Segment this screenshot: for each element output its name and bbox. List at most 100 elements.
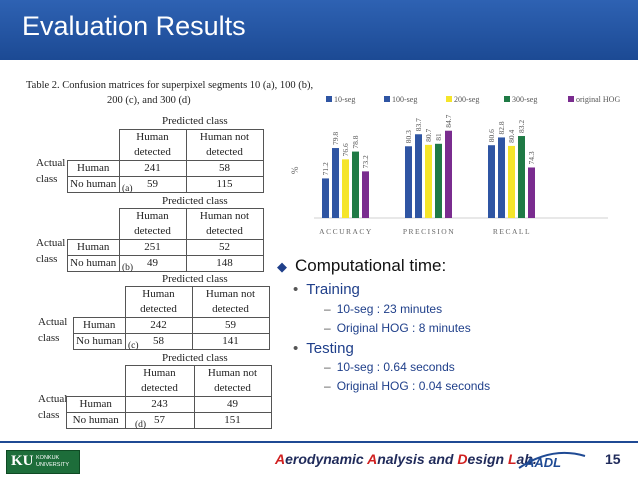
title-bar: Evaluation Results bbox=[0, 0, 638, 60]
lab-word: esign bbox=[467, 451, 508, 467]
col-header-human: Human bbox=[118, 129, 187, 145]
actual-class-label: Actual class bbox=[36, 155, 65, 187]
row-header-human: Human bbox=[66, 396, 126, 413]
predicted-class-label: Predicted class bbox=[162, 115, 228, 127]
konkuk-university-logo: KU KONKUK UNIVERSITY bbox=[6, 450, 80, 474]
bar-value-label: 81 bbox=[434, 133, 443, 141]
legend-swatch bbox=[504, 96, 510, 102]
bullet-testing: • Testing bbox=[293, 340, 354, 357]
cell-value: 148 bbox=[185, 255, 264, 272]
lab-word: erodynamic bbox=[285, 451, 368, 467]
dash-bullet-icon: – bbox=[324, 379, 331, 393]
category-label: ACCURACY bbox=[319, 227, 373, 236]
col-header-detected: detected bbox=[185, 145, 264, 161]
cell-value: 241 bbox=[118, 160, 187, 177]
bar bbox=[342, 159, 349, 218]
bar-value-label: 80.3 bbox=[404, 130, 413, 143]
bullet-training-item: – Original HOG : 8 minutes bbox=[324, 321, 471, 335]
actual-class-label: Actual class bbox=[36, 235, 65, 267]
aadl-logo-text: AADL bbox=[524, 455, 561, 470]
class-word: class bbox=[38, 409, 60, 421]
evaluation-bar-chart: 10-seg 100-seg 200-seg 300-seg original HOG%… bbox=[290, 95, 620, 236]
bar bbox=[508, 145, 515, 218]
bullet-training: • Training bbox=[293, 281, 360, 298]
aadl-logo: AADL bbox=[518, 451, 586, 470]
cell-value: 57 bbox=[124, 412, 195, 429]
actual-word: Actual bbox=[36, 157, 66, 169]
legend-label: 10-seg bbox=[334, 95, 355, 104]
bullet-computational-time: ◆ Computational time: bbox=[277, 256, 446, 276]
matrix-label-a: (a) bbox=[122, 184, 133, 194]
legend-swatch bbox=[326, 96, 332, 102]
bullet-training-text: Training bbox=[306, 281, 360, 298]
row-header-human: Human bbox=[67, 239, 120, 256]
bullet-testing-text: Testing bbox=[306, 340, 354, 357]
col-header-detected: detected bbox=[118, 224, 187, 240]
col-header-human: Human bbox=[124, 365, 195, 381]
confusion-matrix-d: Human Human not detected detected Human 243… bbox=[66, 365, 272, 429]
class-word: class bbox=[38, 332, 60, 344]
lab-word: ab. bbox=[516, 451, 537, 467]
confusion-matrix-b: Human Human not detected detected Human 251… bbox=[67, 208, 264, 272]
bar bbox=[322, 178, 329, 218]
page-number: 15 bbox=[605, 451, 621, 467]
class-word: class bbox=[36, 253, 58, 265]
col-header-human-not: Human not bbox=[185, 129, 264, 145]
col-header-detected: detected bbox=[118, 145, 187, 161]
dash-bullet-icon: – bbox=[324, 360, 331, 374]
actual-word: Actual bbox=[36, 237, 66, 249]
cell-value: 52 bbox=[185, 239, 264, 256]
dot-bullet-icon: • bbox=[293, 281, 299, 298]
legend-label: 300-seg bbox=[512, 95, 537, 104]
logo-line2: UNIVERSITY bbox=[36, 462, 70, 468]
actual-word: Actual bbox=[38, 316, 68, 328]
matrix-label-c: (c) bbox=[128, 341, 139, 351]
predicted-class-label: Predicted class bbox=[162, 273, 228, 285]
cell-value: 58 bbox=[185, 160, 264, 177]
matrix-label-d: (d) bbox=[135, 420, 147, 430]
logo-ku-text: KU bbox=[11, 453, 34, 469]
bar-value-label: 83.2 bbox=[517, 120, 526, 133]
actual-word: Actual bbox=[38, 393, 68, 405]
logo-university-text: KONKUK UNIVERSITY bbox=[36, 455, 69, 469]
bar-value-label: 84.7 bbox=[444, 114, 453, 127]
bar-value-label: 82.8 bbox=[497, 121, 506, 134]
bar bbox=[362, 171, 369, 218]
bar bbox=[352, 151, 359, 218]
dash-bullet-icon: – bbox=[324, 302, 331, 316]
lab-letter: A bbox=[275, 451, 286, 467]
category-label: RECALL bbox=[493, 227, 531, 236]
cell-value: 141 bbox=[191, 333, 270, 350]
row-header-no-human: No human bbox=[67, 255, 120, 272]
bullet-item-text: Original HOG : 0.04 seconds bbox=[336, 379, 491, 393]
bar-value-label: 79.8 bbox=[331, 132, 340, 145]
legend-label: 100-seg bbox=[392, 95, 417, 104]
confusion-matrix-a: Human Human not detected detected Human 241… bbox=[67, 129, 264, 193]
legend-swatch bbox=[384, 96, 390, 102]
lab-name: Aerodynamic Analysis and Design Lab. bbox=[275, 451, 537, 467]
bar bbox=[498, 137, 505, 218]
legend-swatch bbox=[568, 96, 574, 102]
cell-value: 58 bbox=[124, 333, 193, 350]
cell-value: 49 bbox=[118, 255, 187, 272]
bar-value-label: 71.2 bbox=[321, 162, 330, 175]
col-header-human-not: Human not bbox=[191, 286, 270, 302]
col-header-human-not: Human not bbox=[193, 365, 272, 381]
col-header-detected: detected bbox=[124, 381, 195, 397]
cell-value: 49 bbox=[193, 396, 272, 413]
cell-value: 251 bbox=[118, 239, 187, 256]
bullet-testing-item: –10-seg : 0.64 seconds bbox=[324, 360, 455, 374]
bullet-main-text: Computational time: bbox=[295, 256, 447, 275]
table-caption-line1: Table 2. Confusion matrices for superpix… bbox=[26, 80, 314, 91]
footer-divider bbox=[0, 441, 638, 443]
col-header-detected: detected bbox=[185, 224, 264, 240]
matrix-label-b: (b) bbox=[122, 263, 134, 273]
lab-word: nalysis and bbox=[377, 451, 458, 467]
row-header-no-human: No human bbox=[73, 333, 126, 350]
row-header-no-human: No human bbox=[66, 412, 126, 429]
bar bbox=[445, 130, 452, 218]
confusion-matrix-c: Human Human not detected detected Human 242… bbox=[73, 286, 270, 350]
cell-value: 151 bbox=[193, 412, 272, 429]
bar-value-label: 76.6 bbox=[341, 143, 350, 156]
cell-value: 59 bbox=[118, 176, 187, 193]
